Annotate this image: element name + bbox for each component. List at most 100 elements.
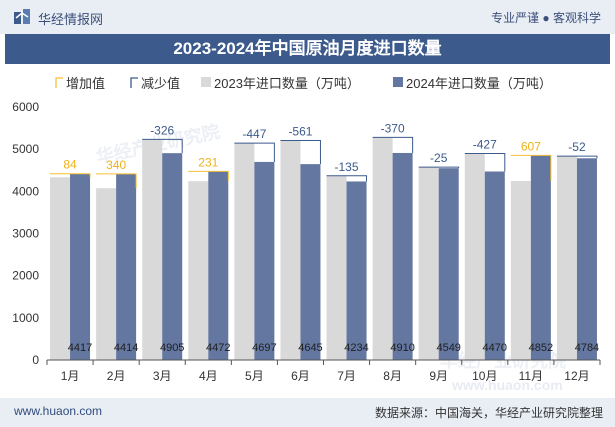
bar-2024 [392, 152, 413, 360]
legend-label: 减少值 [141, 76, 180, 91]
bar-2023 [418, 167, 439, 360]
decrease-bracket [464, 153, 506, 172]
decrease-bracket [418, 166, 460, 169]
change-label: 340 [106, 158, 126, 172]
bar-2023 [464, 153, 485, 360]
change-label: -561 [288, 124, 312, 138]
top-banner: 华经情报网 专业严谨 ● 客观科学 [0, 0, 615, 34]
change-label: -25 [430, 151, 448, 165]
bar-2023 [142, 139, 163, 360]
y-tick-label: 2000 [12, 269, 39, 283]
x-tick-label: 3月 [153, 369, 172, 383]
x-tick-label: 12月 [564, 369, 589, 383]
site-url: www.huaon.com [14, 404, 103, 418]
decrease-bracket [234, 142, 275, 162]
brand-name: 华经情报网 [38, 12, 104, 27]
change-label: 84 [63, 158, 77, 172]
increase-bracket [96, 173, 137, 189]
y-tick-label: 4000 [12, 184, 39, 198]
x-tick-label: 6月 [291, 369, 310, 383]
bar-2023 [96, 188, 117, 360]
change-label: 231 [198, 155, 218, 169]
bar-2024 [70, 173, 91, 360]
legend-item-decrease: 减少值 [130, 76, 180, 91]
legend-item-2024: 2024年进口数量（万吨） [393, 76, 552, 91]
bar-2023 [234, 143, 255, 360]
decrease-bracket [280, 139, 321, 165]
change-label: -135 [335, 160, 359, 174]
bar-2023 [280, 140, 301, 360]
value-label-2024: 4549 [436, 342, 460, 354]
value-label-2024: 4414 [114, 342, 138, 354]
legend-label: 增加值 [66, 76, 105, 91]
y-tick-label: 3000 [12, 227, 39, 241]
bar-2024 [576, 158, 597, 360]
value-label-2024: 4852 [529, 342, 553, 354]
y-tick-label: 1000 [12, 311, 39, 325]
brand-tagline: 专业严谨 ● 客观科学 [491, 11, 601, 25]
x-tick-label: 7月 [337, 369, 356, 383]
increase-bracket [50, 173, 91, 178]
plot-area: 0 1000 2000 3000 4000 5000 6000 84 4417 1月 340 4414… [12, 100, 601, 383]
decrease-bracket [142, 138, 183, 154]
value-label-2024: 4697 [252, 342, 276, 354]
bar-2024 [254, 161, 275, 360]
decrease-bracket [326, 175, 368, 182]
watermark-url: www.huaon.com [451, 377, 563, 393]
legend-swatch-2024 [393, 77, 403, 87]
value-label-2024: 4234 [344, 342, 368, 354]
bar-2023 [372, 137, 393, 360]
change-label: -447 [242, 127, 266, 141]
chart-title: 2023-2024年中国原油月度进口数量 [173, 39, 442, 58]
bar-2023 [556, 156, 577, 360]
x-tick-label: 9月 [429, 369, 448, 383]
footer-bar: www.huaon.com 数据来源：中国海关，华经产业研究院整理 [0, 398, 615, 427]
decrease-bracket [372, 136, 414, 153]
x-tick-label: 11月 [519, 369, 543, 383]
value-label-2024: 4910 [390, 342, 414, 354]
bar-2023 [326, 175, 347, 360]
legend-label: 2023年进口数量（万吨） [214, 76, 360, 91]
x-tick-label: 5月 [245, 369, 264, 383]
legend-swatch-increase [55, 77, 63, 88]
value-label-2024: 4784 [575, 342, 599, 354]
y-tick-label: 5000 [12, 142, 39, 156]
bar-2024 [116, 173, 137, 360]
change-label: -326 [150, 123, 174, 137]
increase-bracket [510, 154, 552, 182]
x-tick-label: 1月 [61, 369, 80, 383]
x-tick-label: 2月 [107, 369, 126, 383]
bar-2024 [162, 153, 183, 360]
decrease-bracket [556, 155, 598, 159]
legend-label: 2024年进口数量（万吨） [406, 76, 552, 91]
bar-2024 [346, 181, 367, 360]
value-label-2024: 4472 [206, 342, 230, 354]
huajing-logo-icon [14, 9, 30, 24]
legend: 增加值 减少值 2023年进口数量（万吨） 2024年进口数量（万吨） [55, 76, 552, 91]
bar-2024 [208, 171, 229, 360]
legend-item-2023: 2023年进口数量（万吨） [201, 76, 360, 91]
y-tick-label: 0 [32, 353, 39, 367]
bar-2023 [510, 181, 531, 360]
bar-2024 [300, 164, 321, 360]
change-label: -427 [473, 138, 497, 152]
legend-swatch-2023 [201, 77, 211, 87]
value-label-2024: 4905 [160, 342, 184, 354]
change-label: -370 [381, 121, 405, 135]
bar-2024 [484, 171, 505, 360]
value-label-2024: 4470 [483, 342, 507, 354]
increase-bracket [188, 170, 229, 182]
chart-title-bar: 2023-2024年中国原油月度进口数量 [5, 34, 610, 64]
chart-area: 华经产业研究院 华经产业研究院 www.huaon.com 增加值 减少值 20… [12, 76, 601, 393]
bar-2024 [530, 155, 551, 360]
legend-swatch-decrease [130, 77, 138, 88]
x-tick-label: 10月 [472, 369, 497, 383]
change-label: 607 [521, 139, 541, 153]
data-source-note: 数据来源：中国海关，华经产业研究院整理 [374, 406, 603, 420]
value-label-2024: 4645 [298, 342, 322, 354]
change-label: -52 [568, 140, 586, 154]
value-label-2024: 4417 [68, 342, 92, 354]
x-tick-label: 4月 [199, 369, 218, 383]
x-tick-label: 8月 [383, 369, 402, 383]
y-tick-label: 6000 [12, 100, 39, 114]
